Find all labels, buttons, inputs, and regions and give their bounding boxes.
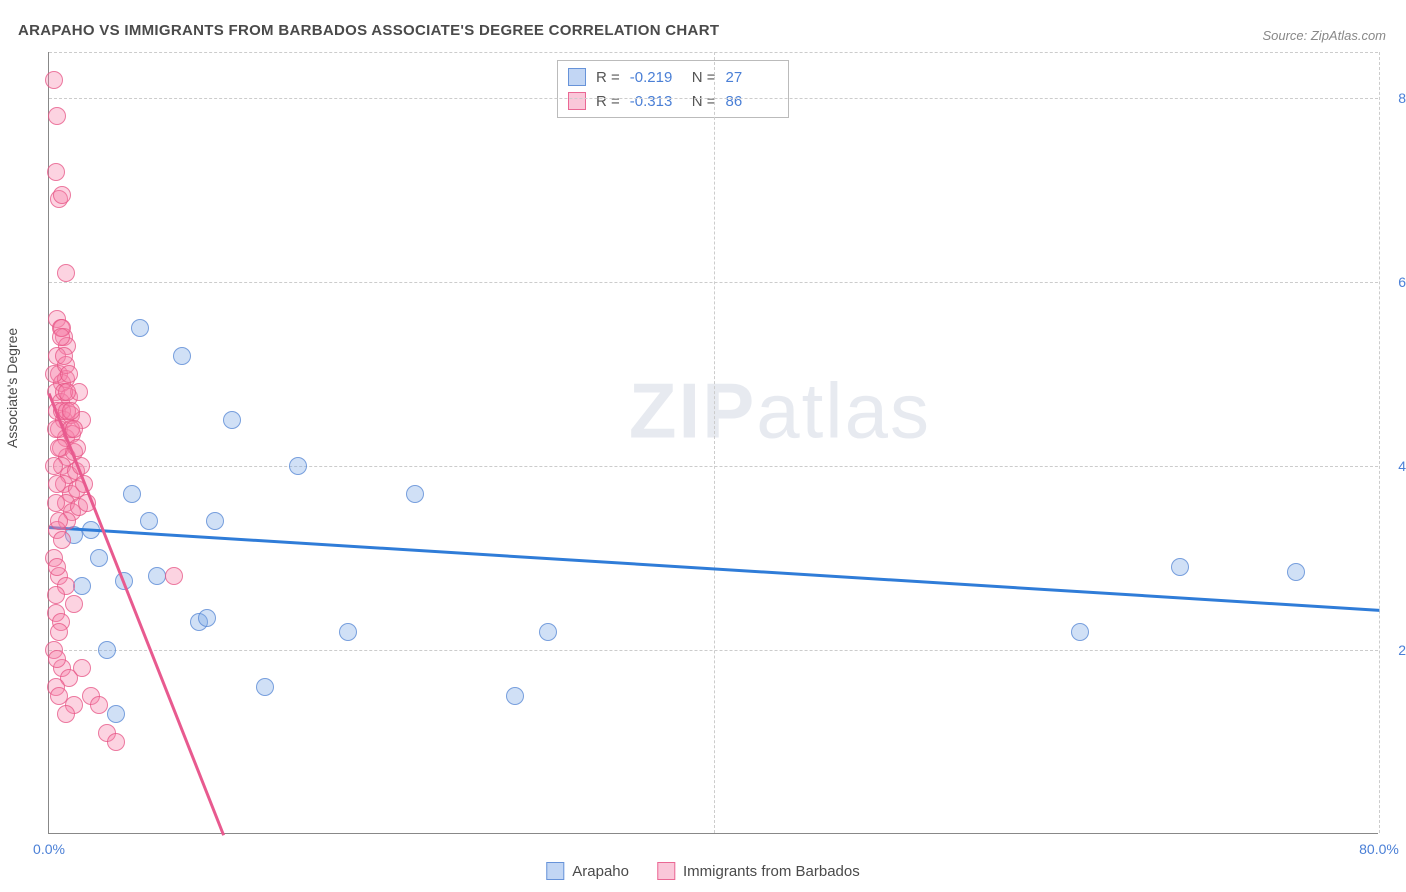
data-point (223, 411, 241, 429)
data-point (107, 733, 125, 751)
data-point (1287, 563, 1305, 581)
data-point (65, 595, 83, 613)
data-point (57, 264, 75, 282)
data-point (148, 567, 166, 585)
data-point (45, 457, 63, 475)
data-point (123, 485, 141, 503)
data-point (90, 549, 108, 567)
legend-label: Immigrants from Barbados (683, 863, 860, 880)
data-point (198, 609, 216, 627)
data-point (206, 512, 224, 530)
data-point (47, 494, 65, 512)
data-point (52, 328, 70, 346)
legend-item: Immigrants from Barbados (657, 862, 860, 880)
data-point (47, 163, 65, 181)
chart-title: ARAPAHO VS IMMIGRANTS FROM BARBADOS ASSO… (18, 22, 719, 39)
data-point (256, 678, 274, 696)
r-label: R = (596, 93, 620, 110)
x-tick-label: 0.0% (33, 841, 65, 857)
n-label: N = (692, 93, 716, 110)
data-point (98, 641, 116, 659)
source-label: Source: ZipAtlas.com (1262, 28, 1386, 43)
watermark: ZIPatlas (629, 366, 931, 457)
legend-label: Arapaho (572, 863, 629, 880)
n-value: 86 (726, 93, 778, 110)
y-tick-label: 40.0% (1383, 458, 1406, 474)
stat-row: R = -0.219 N = 27 (568, 65, 778, 89)
data-point (140, 512, 158, 530)
data-point (53, 531, 71, 549)
stat-row: R = -0.313 N = 86 (568, 89, 778, 113)
data-point (50, 512, 68, 530)
data-point (62, 402, 80, 420)
data-point (50, 623, 68, 641)
plot-area: ZIPatlas R =-0.219N =27R =-0.313N =86 20… (48, 52, 1378, 834)
data-point (55, 347, 73, 365)
data-point (131, 319, 149, 337)
legend-item: Arapaho (546, 862, 629, 880)
data-point (289, 457, 307, 475)
data-point (48, 475, 66, 493)
data-point (58, 383, 76, 401)
n-label: N = (692, 69, 716, 86)
data-point (48, 558, 66, 576)
data-point (57, 705, 75, 723)
data-point (48, 650, 66, 668)
data-point (50, 439, 68, 457)
grid-line-v (1379, 52, 1380, 833)
data-point (506, 687, 524, 705)
data-point (73, 577, 91, 595)
data-point (48, 107, 66, 125)
data-point (406, 485, 424, 503)
grid-line-v (714, 52, 715, 833)
bottom-legend: Arapaho Immigrants from Barbados (546, 862, 859, 880)
r-value: -0.219 (630, 69, 682, 86)
y-axis-label: Associate's Degree (4, 328, 20, 448)
data-point (1171, 558, 1189, 576)
data-point (173, 347, 191, 365)
n-value: 27 (726, 69, 778, 86)
data-point (53, 186, 71, 204)
data-point (47, 586, 65, 604)
r-value: -0.313 (630, 93, 682, 110)
legend-swatch (568, 68, 586, 86)
r-label: R = (596, 69, 620, 86)
legend-swatch (546, 862, 564, 880)
legend-swatch (657, 862, 675, 880)
stat-box: R = -0.219 N = 27 R = -0.313 N = 86 (557, 60, 789, 118)
legend-swatch (568, 92, 586, 110)
data-point (1071, 623, 1089, 641)
data-point (90, 696, 108, 714)
data-point (60, 365, 78, 383)
y-tick-label: 60.0% (1383, 274, 1406, 290)
data-point (65, 420, 83, 438)
data-point (73, 659, 91, 677)
data-point (45, 71, 63, 89)
data-point (165, 567, 183, 585)
y-tick-label: 20.0% (1383, 642, 1406, 658)
y-tick-label: 80.0% (1383, 90, 1406, 106)
data-point (50, 687, 68, 705)
data-point (339, 623, 357, 641)
data-point (107, 705, 125, 723)
data-point (539, 623, 557, 641)
x-tick-label: 80.0% (1359, 841, 1399, 857)
